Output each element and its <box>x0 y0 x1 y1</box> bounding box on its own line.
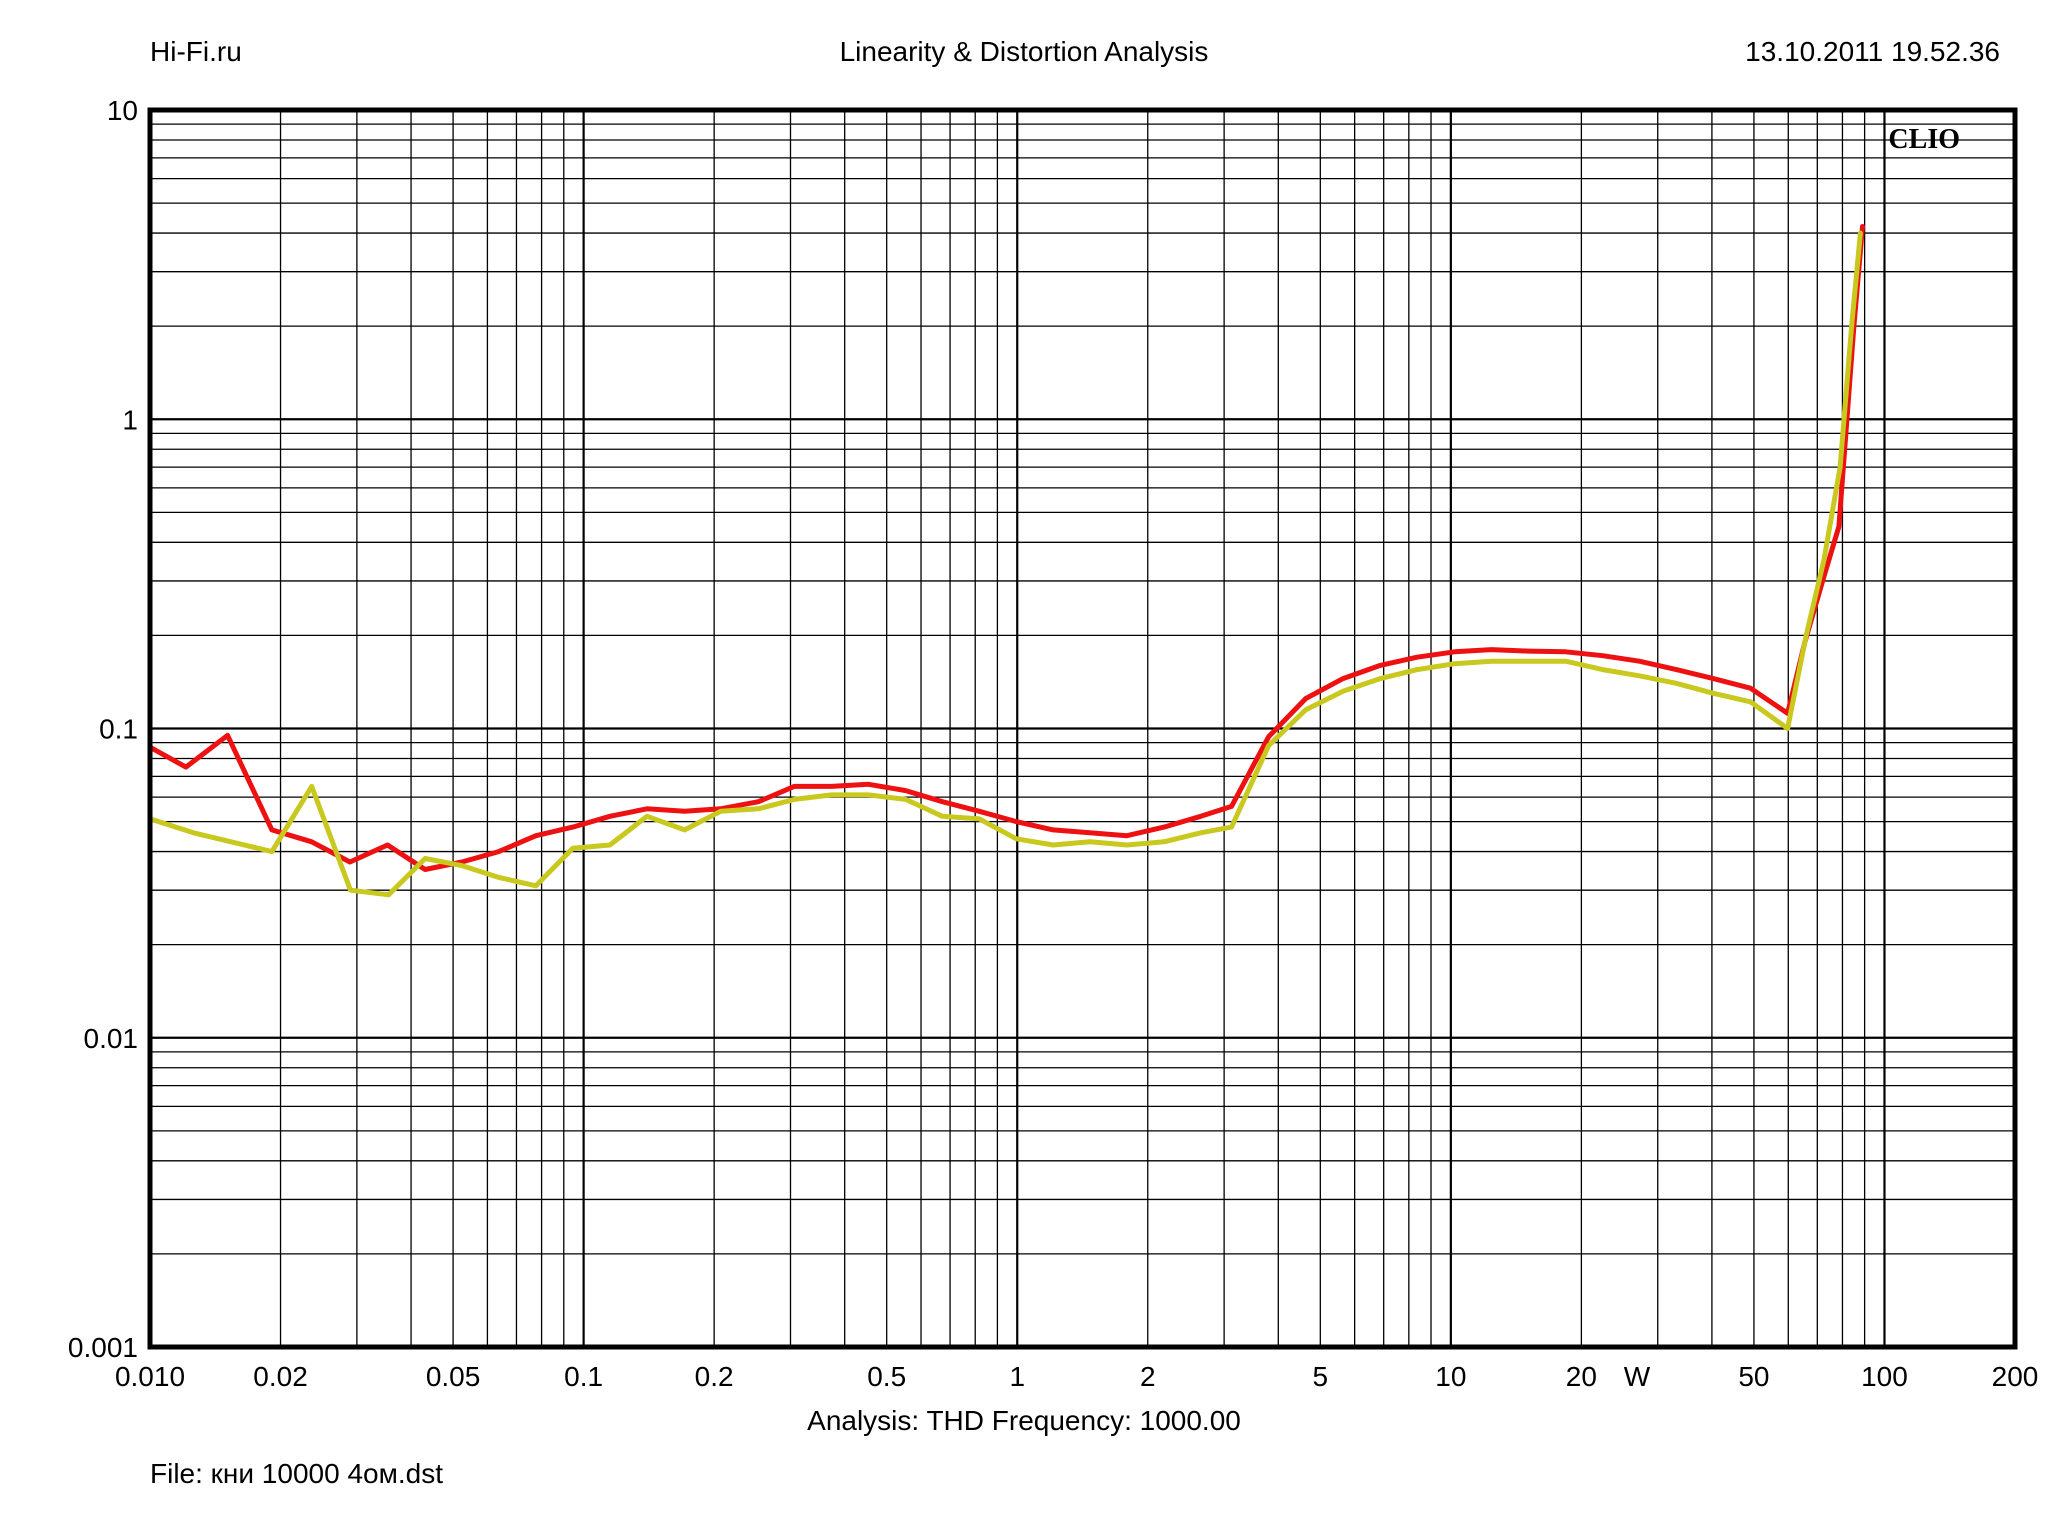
x-tick-label: 0.010 <box>115 1361 185 1392</box>
file-label: File: кни 10000 4ом.dst <box>150 1458 443 1489</box>
x-tick-label: 1 <box>1009 1361 1025 1392</box>
x-tick-label: 0.5 <box>867 1361 906 1392</box>
plot-frame <box>147 107 2018 1350</box>
y-tick-label: 0.1 <box>99 714 138 745</box>
x-tick-label: 10 <box>1435 1361 1466 1392</box>
x-tick-label: 2 <box>1140 1361 1156 1392</box>
x-axis-unit-label: W <box>1624 1361 1651 1392</box>
x-tick-label: 0.2 <box>695 1361 734 1392</box>
tick-labels: 0.010 0.02 0.05 0.1 0.2 0.5 1 2 5 10 20 50 100 200 10 1… <box>68 95 2038 1392</box>
x-tick-label: 0.1 <box>564 1361 603 1392</box>
y-tick-label: 10 <box>107 95 138 126</box>
y-tick-label: 0.001 <box>68 1332 138 1363</box>
x-tick-label: 0.05 <box>426 1361 481 1392</box>
x-tick-label: 5 <box>1313 1361 1329 1392</box>
chart-title: Linearity & Distortion Analysis <box>839 36 1209 67</box>
x-tick-label: 200 <box>1992 1361 2039 1392</box>
y-tick-label: 1 <box>122 404 138 435</box>
y-tick-label: 0.01 <box>84 1023 139 1054</box>
clio-watermark: CLIO <box>1888 124 1960 155</box>
x-tick-label: 100 <box>1861 1361 1908 1392</box>
series-line-2 <box>147 230 1863 898</box>
series-line-1 <box>147 224 1865 872</box>
x-tick-label: 20 <box>1566 1361 1597 1392</box>
site-name: Hi-Fi.ru <box>150 36 242 67</box>
x-tick-label: 0.02 <box>253 1361 308 1392</box>
analysis-label: Analysis: THD Frequency: 1000.00 <box>807 1405 1241 1436</box>
series-lines <box>147 224 1865 898</box>
grid-lines <box>148 110 2016 1349</box>
timestamp: 13.10.2011 19.52.36 <box>1745 36 2000 67</box>
x-tick-label: 50 <box>1738 1361 1769 1392</box>
